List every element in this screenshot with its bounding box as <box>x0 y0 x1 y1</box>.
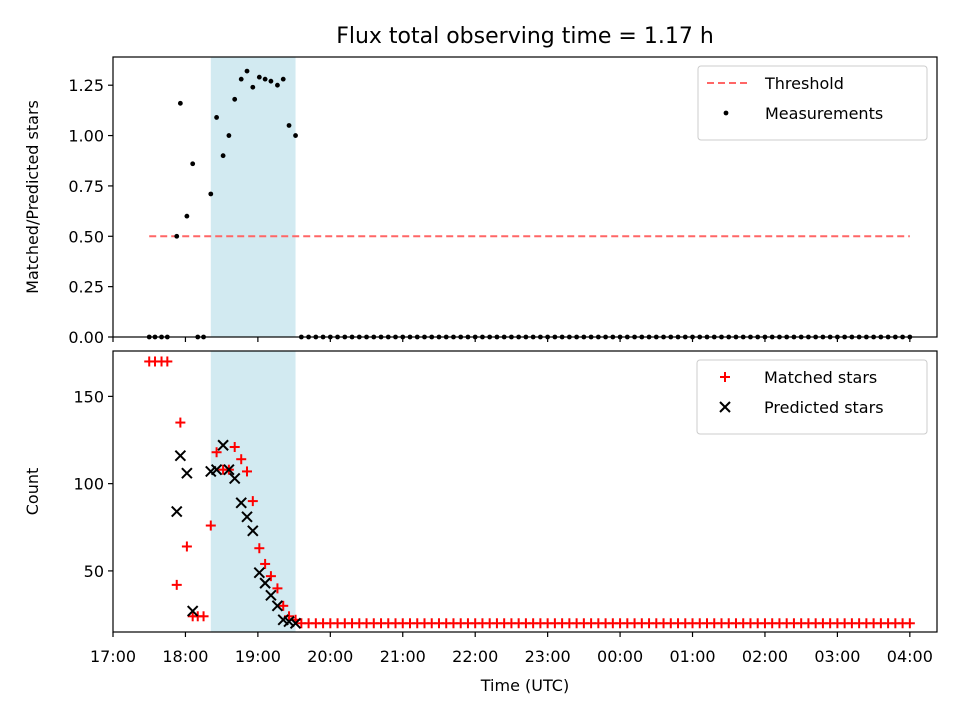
data-point-cross <box>186 605 199 617</box>
data-point-plus <box>198 611 209 622</box>
x-tick-label: 02:00 <box>742 647 788 666</box>
legend-entry-label: Measurements <box>765 104 883 123</box>
data-point-cross <box>171 505 183 518</box>
axes-frame <box>112 350 938 633</box>
data-point-cross <box>265 589 277 602</box>
data-point-cross <box>253 566 266 579</box>
data-point-cross <box>228 472 241 485</box>
legend: Matched stars Predicted stars <box>696 359 928 435</box>
data-point-plus <box>278 600 289 611</box>
data-point <box>256 74 262 80</box>
x-tick-label: 20:00 <box>307 647 353 666</box>
y-tick-label: 1.25 <box>68 76 104 95</box>
x-tick-label: 21:00 <box>380 647 426 666</box>
data-point-cross <box>247 525 259 537</box>
y-tick-label: 0.25 <box>68 278 104 297</box>
data-point-plus <box>904 618 915 629</box>
legend-plus-swatch <box>720 372 730 382</box>
data-point-plus <box>254 543 265 554</box>
data-point <box>293 133 298 138</box>
x-tick-label: 17:00 <box>90 647 136 666</box>
data-point-plus <box>260 558 271 569</box>
top-panel-ratio: 0.00 0.25 0.50 0.75 1.00 1.25 Matched/Predicte… <box>23 56 938 347</box>
data-point-plus <box>236 454 247 465</box>
legend-entry-label: Predicted stars <box>764 398 884 417</box>
data-point-cross <box>259 577 271 589</box>
observing-interval-band <box>210 351 296 632</box>
data-point-cross <box>289 617 302 629</box>
data-point <box>250 84 256 90</box>
legend-box <box>697 65 928 141</box>
legend-box <box>696 359 928 435</box>
data-point-cross <box>210 463 223 476</box>
x-axis-label: Time (UTC) <box>480 676 569 695</box>
data-point-cross <box>217 439 229 451</box>
y-tick-label: 100 <box>73 475 104 494</box>
legend-entry-label: Matched stars <box>764 368 877 387</box>
data-point <box>238 76 244 82</box>
observing-interval-band <box>210 57 296 337</box>
data-point-cross <box>241 511 253 523</box>
data-point-cross <box>283 615 295 628</box>
data-point <box>262 76 268 82</box>
data-point-cross <box>174 450 187 462</box>
data-point-plus <box>272 583 283 594</box>
data-point <box>286 123 292 128</box>
x-tick-label: 18:00 <box>162 647 208 666</box>
y-axis-label: Count <box>23 468 42 516</box>
data-point-cross <box>181 467 193 479</box>
data-point-cross <box>223 463 235 476</box>
data-point <box>226 133 232 138</box>
bottom-panel-count: 50 100 150 17:00 18:00 19:00 20:00 21:00 22:00 23… <box>23 350 938 666</box>
data-point <box>232 96 238 102</box>
data-point <box>208 191 214 197</box>
y-tick-label: 0.75 <box>68 177 104 196</box>
x-tick-label: 22:00 <box>452 647 498 666</box>
data-point <box>268 78 274 84</box>
x-tick-label: 19:00 <box>235 647 281 666</box>
legend-dot-swatch <box>723 110 729 116</box>
data-point-plus <box>162 356 173 367</box>
y-tick-label: 50 <box>84 562 104 581</box>
data-point <box>280 76 286 82</box>
x-tick-label: 04:00 <box>887 647 933 666</box>
x-tick-label: 03:00 <box>814 647 860 666</box>
axes-frame <box>112 56 938 338</box>
data-point-plus <box>175 417 186 428</box>
data-point <box>244 68 250 74</box>
data-point <box>174 233 180 239</box>
y-axis-label: Matched/Predicted stars <box>23 100 42 294</box>
data-point <box>220 153 226 159</box>
data-point-cross <box>271 600 284 612</box>
data-point <box>275 82 280 88</box>
data-point-plus <box>181 541 192 552</box>
data-point <box>190 161 196 167</box>
data-point <box>177 100 183 106</box>
y-tick-label: 0.50 <box>68 227 104 246</box>
data-point-cross <box>235 497 247 509</box>
y-tick-label: 1.00 <box>68 127 104 146</box>
data-point <box>214 115 219 120</box>
data-point-plus <box>265 571 276 582</box>
data-point-plus <box>205 520 216 531</box>
x-tick-label: 23:00 <box>525 647 571 666</box>
data-point-plus <box>247 496 258 507</box>
data-point <box>184 213 190 219</box>
y-tick-label: 0.00 <box>68 328 104 347</box>
data-point-plus <box>229 441 240 452</box>
legend-entry-label: Threshold <box>764 74 844 93</box>
x-tick-label: 00:00 <box>597 647 643 666</box>
data-point-plus <box>242 466 253 477</box>
data-point-plus <box>171 579 182 590</box>
chart-title: Flux total observing time = 1.17 h <box>336 24 714 49</box>
y-tick-label: 150 <box>73 387 104 406</box>
data-point-plus <box>211 447 222 458</box>
legend-cross-swatch <box>719 401 731 413</box>
legend: Threshold Measurements <box>697 65 928 141</box>
x-tick-label: 01:00 <box>669 647 715 666</box>
